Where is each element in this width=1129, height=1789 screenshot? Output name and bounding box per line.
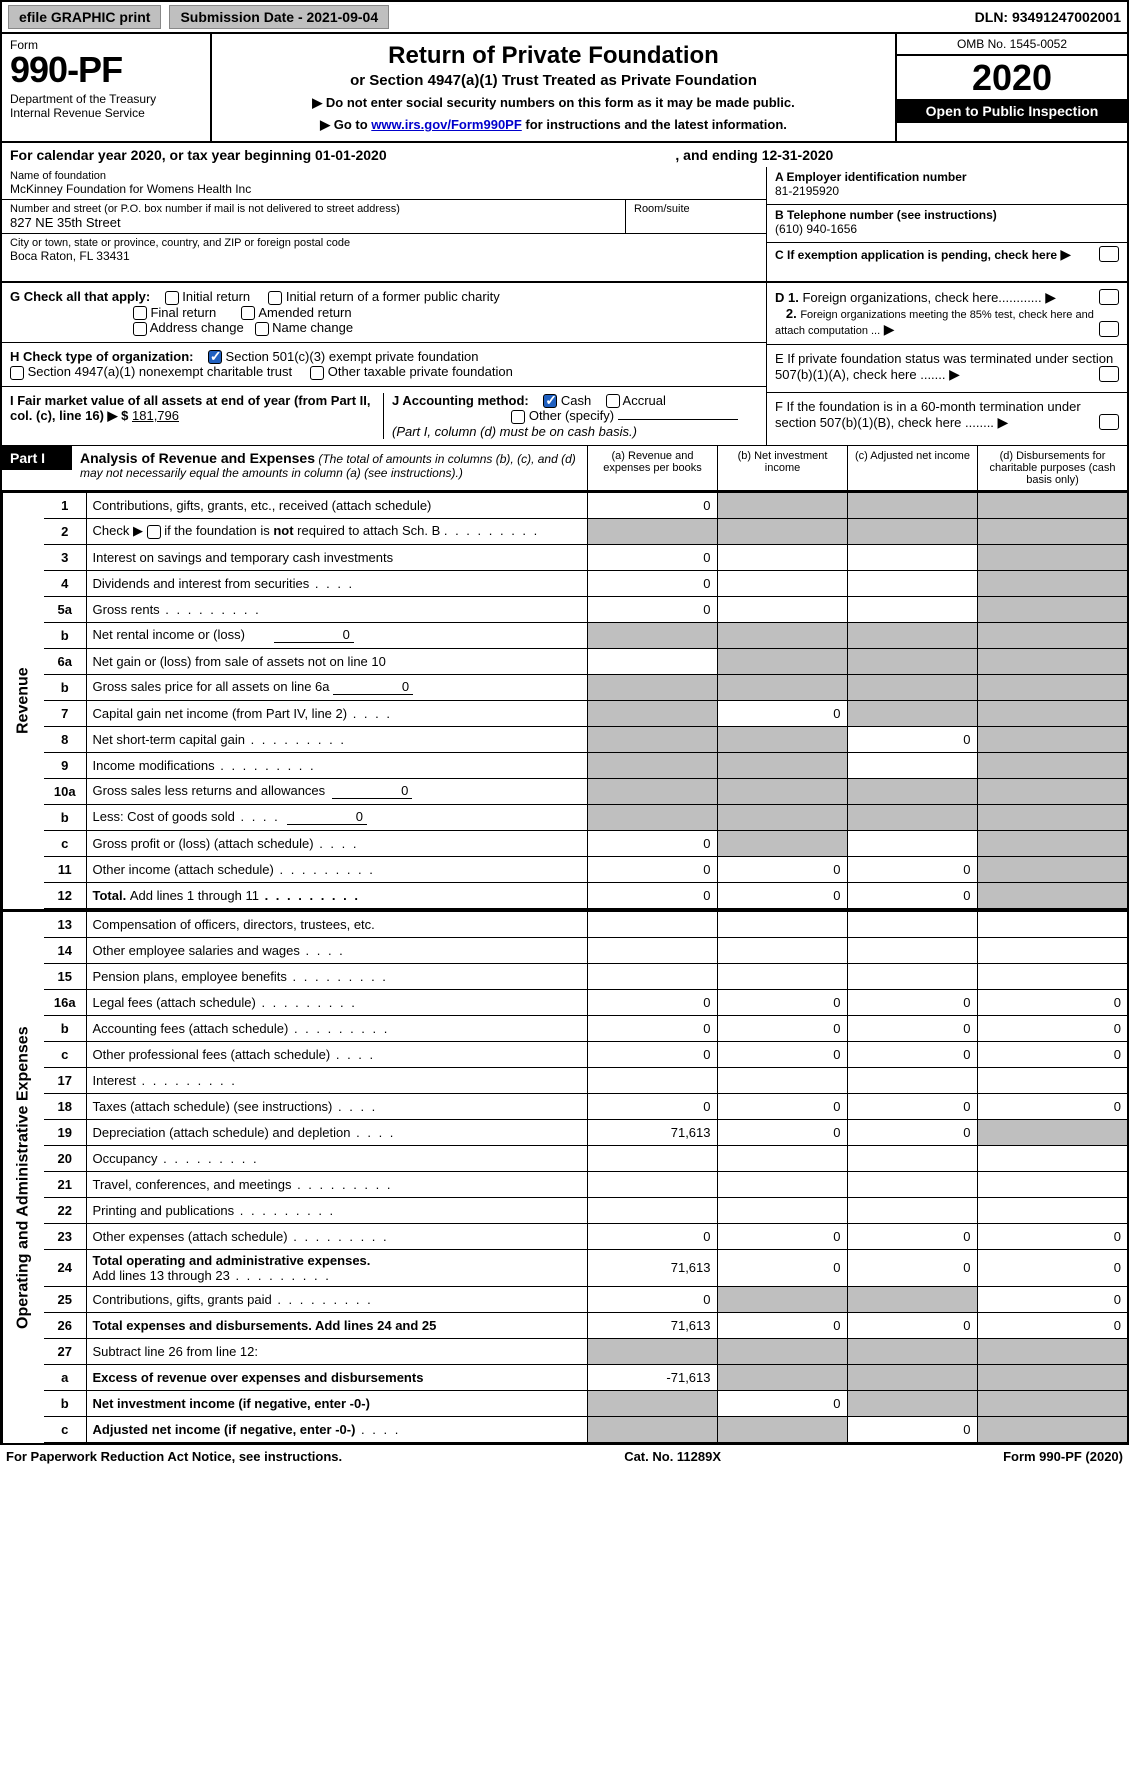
- submission-date-button[interactable]: Submission Date - 2021-09-04: [169, 5, 389, 29]
- col-b-head: (b) Net investment income: [717, 446, 847, 490]
- paperwork-notice: For Paperwork Reduction Act Notice, see …: [6, 1449, 342, 1464]
- form-number: 990-PF: [10, 52, 202, 88]
- f-checkbox[interactable]: [1099, 414, 1119, 430]
- initial-return-checkbox[interactable]: [165, 291, 179, 305]
- city-label: City or town, state or province, country…: [10, 237, 758, 249]
- name-change-checkbox[interactable]: [255, 322, 269, 336]
- i-label: I Fair market value of all assets at end…: [10, 393, 371, 423]
- col-a-head: (a) Revenue and expenses per books: [587, 446, 717, 490]
- phone-value: (610) 940-1656: [775, 222, 1119, 236]
- ein-value: 81-2195920: [775, 184, 1119, 198]
- 501c3-checkbox[interactable]: [208, 350, 222, 364]
- schb-checkbox[interactable]: [147, 525, 161, 539]
- col-c-head: (c) Adjusted net income: [847, 446, 977, 490]
- name-label: Name of foundation: [10, 170, 758, 182]
- other-method-checkbox[interactable]: [511, 410, 525, 424]
- revenue-section: Revenue 1Contributions, gifts, grants, e…: [0, 492, 1129, 911]
- top-bar: efile GRAPHIC print Submission Date - 20…: [0, 0, 1129, 34]
- tax-year: 2020: [897, 56, 1127, 99]
- 4947-checkbox[interactable]: [10, 366, 24, 380]
- g-label: G Check all that apply:: [10, 289, 150, 304]
- form-ref: Form 990-PF (2020): [1003, 1449, 1123, 1464]
- d1-checkbox[interactable]: [1099, 289, 1119, 305]
- f-label: F If the foundation is in a 60-month ter…: [775, 399, 1081, 430]
- initial-former-checkbox[interactable]: [268, 291, 282, 305]
- phone-label: B Telephone number (see instructions): [775, 208, 1119, 222]
- h-label: H Check type of organization:: [10, 349, 193, 364]
- fmv-value: 181,796: [132, 408, 179, 423]
- e-checkbox[interactable]: [1099, 366, 1119, 382]
- page-footer: For Paperwork Reduction Act Notice, see …: [0, 1445, 1129, 1468]
- exemption-checkbox[interactable]: [1099, 246, 1119, 262]
- dln-label: DLN: 93491247002001: [975, 9, 1121, 25]
- e-label: E If private foundation status was termi…: [775, 351, 1113, 382]
- d2-checkbox[interactable]: [1099, 321, 1119, 337]
- dept-label: Department of the Treasury Internal Reve…: [10, 92, 202, 120]
- col-d-head: (d) Disbursements for charitable purpose…: [977, 446, 1127, 490]
- final-return-checkbox[interactable]: [133, 306, 147, 320]
- form-subtitle: or Section 4947(a)(1) Trust Treated as P…: [220, 72, 887, 89]
- cash-checkbox[interactable]: [543, 394, 557, 408]
- d1-label: Foreign organizations, check here.......…: [802, 290, 1041, 305]
- omb-number: OMB No. 1545-0052: [897, 34, 1127, 56]
- amended-return-checkbox[interactable]: [241, 306, 255, 320]
- j-label: J Accounting method:: [392, 393, 529, 408]
- catalog-number: Cat. No. 11289X: [624, 1449, 721, 1464]
- room-label: Room/suite: [634, 203, 758, 215]
- part1-title: Analysis of Revenue and Expenses: [80, 450, 315, 466]
- open-public-badge: Open to Public Inspection: [897, 99, 1127, 123]
- ein-label: A Employer identification number: [775, 170, 1119, 184]
- revenue-side-label: Revenue: [2, 492, 44, 909]
- expenses-side-label: Operating and Administrative Expenses: [2, 911, 44, 1443]
- city-state-zip: Boca Raton, FL 33431: [10, 249, 758, 263]
- part1-header: Part I Analysis of Revenue and Expenses …: [0, 445, 1129, 492]
- d2-label: Foreign organizations meeting the 85% te…: [775, 309, 1094, 337]
- note-ssn: ▶ Do not enter social security numbers o…: [220, 95, 887, 111]
- street-address: 827 NE 35th Street: [10, 215, 617, 230]
- form-header: Form 990-PF Department of the Treasury I…: [0, 34, 1129, 143]
- efile-button[interactable]: efile GRAPHIC print: [8, 5, 161, 29]
- addr-label: Number and street (or P.O. box number if…: [10, 203, 617, 215]
- address-change-checkbox[interactable]: [133, 322, 147, 336]
- exemption-pending-label: C If exemption application is pending, c…: [775, 248, 1057, 262]
- part1-label: Part I: [2, 446, 72, 470]
- foundation-name: McKinney Foundation for Womens Health In…: [10, 182, 758, 196]
- check-section: G Check all that apply: Initial return I…: [0, 283, 1129, 445]
- calendar-year-row: For calendar year 2020, or tax year begi…: [0, 143, 1129, 167]
- instructions-link[interactable]: www.irs.gov/Form990PF: [371, 117, 522, 132]
- other-taxable-checkbox[interactable]: [310, 366, 324, 380]
- form-title: Return of Private Foundation: [220, 42, 887, 70]
- accrual-checkbox[interactable]: [606, 394, 620, 408]
- expenses-section: Operating and Administrative Expenses 13…: [0, 911, 1129, 1445]
- j-note: (Part I, column (d) must be on cash basi…: [392, 424, 637, 439]
- note-link: ▶ Go to www.irs.gov/Form990PF for instru…: [220, 117, 887, 133]
- entity-info: Name of foundation McKinney Foundation f…: [0, 167, 1129, 283]
